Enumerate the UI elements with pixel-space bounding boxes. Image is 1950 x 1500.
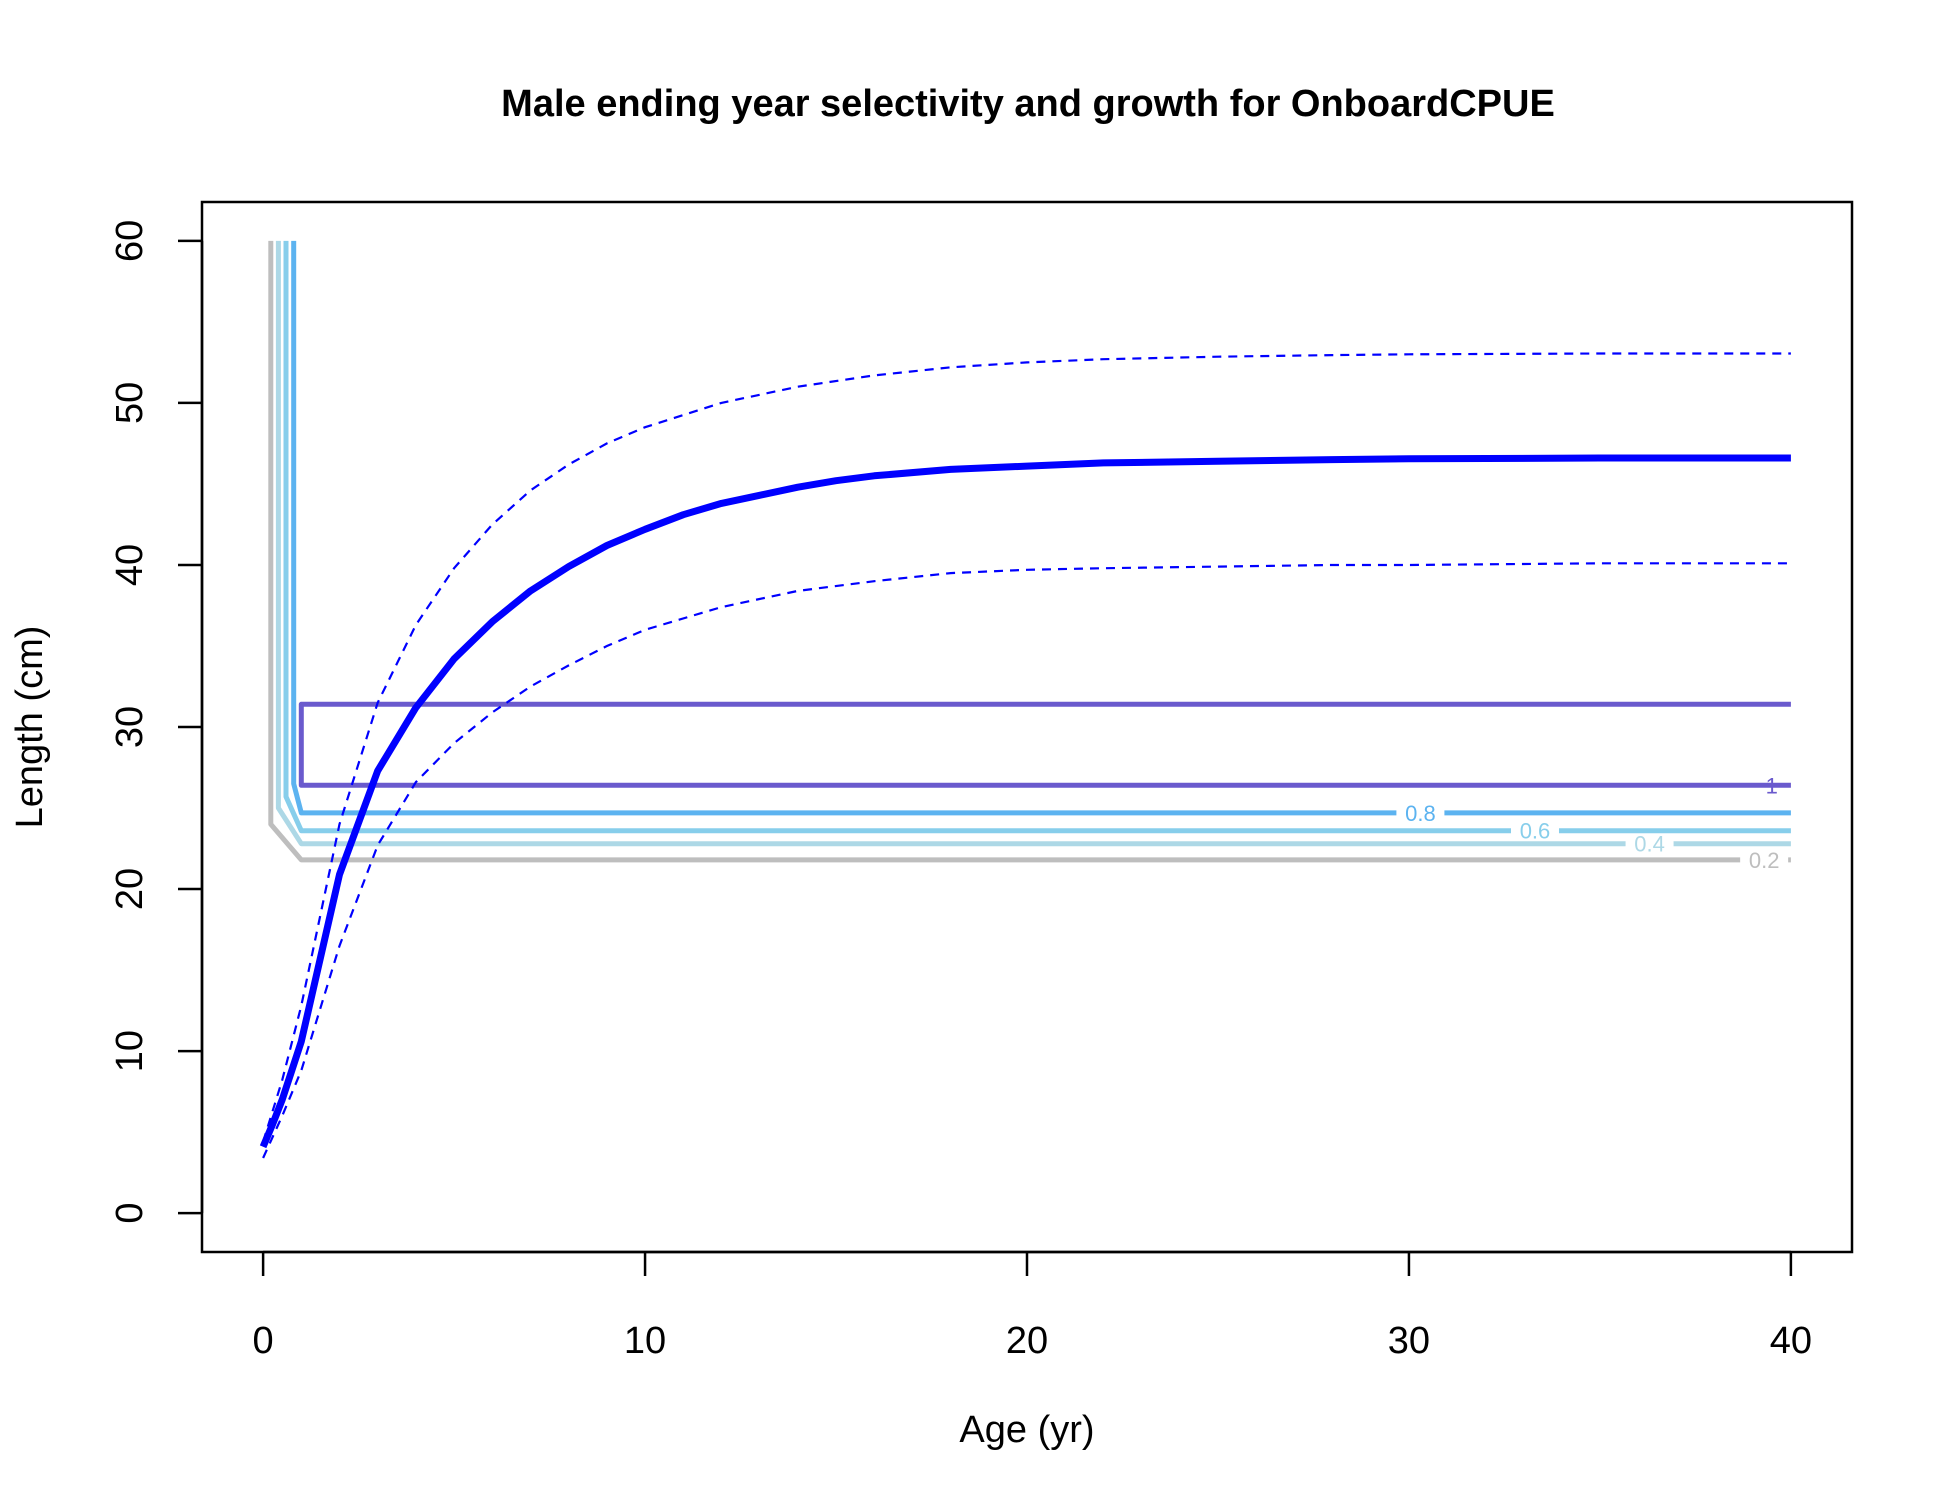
selectivity-contours: 0.2 0.4 0.6 0.8 1 [268,240,1791,873]
y-tick-label-50: 50 [109,382,151,424]
y-tick-label-10: 10 [109,1030,151,1072]
contour-label-0.4: 0.4 [1634,832,1665,857]
contour-label-0.8: 0.8 [1405,801,1436,826]
contour-line-0.2 [268,240,1791,863]
contour-line-1 [298,701,1791,788]
x-tick-label-20: 20 [1006,1320,1048,1362]
growth-lower-interval-line [262,562,1791,1159]
contour-line-0.6 [283,240,1791,834]
contour-line-0.4 [275,240,1791,847]
y-tick-label-40: 40 [109,544,151,586]
contour-label-gap-0.2 [1740,849,1789,870]
contour-label-gap-0.6 [1510,820,1559,841]
y-tick-label-0: 0 [109,1203,151,1224]
contour-label-1: 1 [1766,773,1778,798]
contour-label-0.2: 0.2 [1749,848,1780,873]
growth-mean-line [259,454,1791,1149]
y-tick-label-30: 30 [109,706,151,748]
x-tick-label-40: 40 [1770,1320,1812,1362]
contour-label-0.6: 0.6 [1520,819,1551,844]
y-tick-label-60: 60 [109,220,151,262]
x-axis-label: Age (yr) [959,1409,1094,1451]
contour-label-gap-0.4 [1625,833,1674,854]
contour-line-0.8 [291,240,1791,816]
y-axis-label: Length (cm) [9,626,51,829]
plot-frame [200,200,1854,1254]
x-tick-label-0: 0 [253,1320,274,1362]
chart-title: Male ending year selectivity and growth … [501,83,1555,125]
y-tick-label-20: 20 [109,868,151,910]
x-tick-label-10: 10 [624,1320,666,1362]
growth-upper-interval-line [262,352,1791,1143]
contour-label-gap-0.8 [1396,802,1445,823]
growth-curves [259,352,1791,1159]
x-tick-label-30: 30 [1388,1320,1430,1362]
